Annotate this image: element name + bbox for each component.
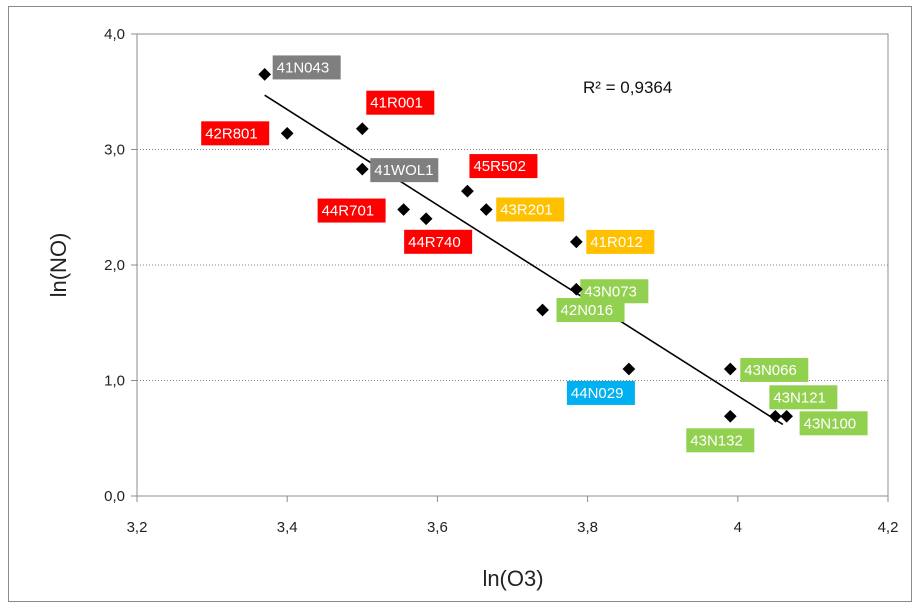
point-label-box bbox=[469, 154, 538, 179]
x-tick-label: 4,2 bbox=[878, 519, 899, 536]
chart-frame bbox=[8, 6, 912, 602]
point-label: 43N066 bbox=[744, 362, 797, 379]
x-tick-label: 3,4 bbox=[277, 519, 298, 536]
y-tick-label: 4,0 bbox=[104, 26, 125, 43]
point-label-box bbox=[272, 55, 341, 80]
y-tick-label: 3,0 bbox=[104, 142, 125, 159]
point-label: 41WOL1 bbox=[374, 162, 433, 179]
point-label-box bbox=[566, 380, 635, 405]
x-tick-label: 3,6 bbox=[427, 519, 448, 536]
point-label-box bbox=[556, 298, 625, 323]
point-labels: 41N043 42R801 41R001 41WOL1 45R502 44R701 44R7… bbox=[201, 55, 868, 453]
data-point bbox=[461, 184, 474, 198]
point-label-box bbox=[366, 90, 435, 115]
data-point bbox=[723, 409, 737, 423]
point-label-box bbox=[586, 229, 655, 254]
point-label-box bbox=[686, 428, 755, 453]
data-point bbox=[536, 303, 549, 317]
point-label: 43N132 bbox=[690, 432, 743, 449]
point-label: 43N073 bbox=[584, 283, 637, 300]
data-point bbox=[768, 409, 782, 423]
point-label-box bbox=[201, 121, 270, 146]
x-tick-labels: 3,2 3,4 3,6 3,8 4 4,2 bbox=[127, 519, 899, 536]
y-tick-labels: 0,0 1,0 2,0 3,0 4,0 bbox=[104, 26, 125, 505]
data-point bbox=[569, 235, 583, 249]
trendline bbox=[264, 94, 784, 426]
y-tick-label: 0,0 bbox=[104, 488, 125, 505]
data-point bbox=[780, 409, 793, 423]
point-label: 42N016 bbox=[561, 302, 614, 319]
y-tick-label: 1,0 bbox=[104, 373, 125, 390]
point-label: 45R502 bbox=[473, 158, 526, 175]
point-label: 41N043 bbox=[277, 59, 330, 76]
point-label-box bbox=[799, 411, 868, 436]
point-label-box bbox=[496, 197, 565, 222]
data-point bbox=[397, 203, 410, 216]
data-point bbox=[419, 212, 433, 226]
point-label: 43N100 bbox=[804, 415, 857, 432]
data-point bbox=[355, 122, 369, 136]
point-label: 41R012 bbox=[590, 234, 643, 251]
point-label-box bbox=[370, 158, 439, 183]
data-point bbox=[258, 68, 272, 81]
point-label: 44R740 bbox=[408, 234, 461, 251]
x-tick-label: 4 bbox=[734, 519, 742, 536]
point-label-box bbox=[317, 198, 386, 223]
trendline-group bbox=[264, 94, 784, 426]
point-label-box bbox=[404, 229, 473, 254]
y-tick-label: 2,0 bbox=[104, 257, 125, 274]
point-label-box bbox=[769, 385, 838, 410]
x-tick-label: 3,2 bbox=[127, 519, 148, 536]
point-label: 41R001 bbox=[370, 95, 423, 112]
point-label: 42R801 bbox=[205, 125, 258, 142]
point-label: 43R201 bbox=[500, 202, 553, 219]
x-axis-title: ln(O3) bbox=[482, 566, 543, 591]
point-label: 43N121 bbox=[773, 389, 826, 406]
x-tick-label: 3,8 bbox=[577, 519, 598, 536]
data-point bbox=[355, 162, 369, 176]
axes bbox=[131, 33, 889, 502]
gridlines bbox=[137, 149, 888, 381]
data-point bbox=[622, 362, 636, 376]
data-point bbox=[280, 126, 294, 140]
point-label-box bbox=[740, 357, 809, 382]
r-squared-annotation: R² = 0,9364 bbox=[583, 78, 672, 97]
point-label: 44R701 bbox=[322, 203, 375, 220]
data-point bbox=[479, 203, 493, 216]
point-label: 44N029 bbox=[571, 385, 624, 402]
data-point bbox=[723, 362, 737, 376]
data-points bbox=[258, 68, 793, 423]
y-axis-title: ln(NO) bbox=[46, 233, 71, 298]
